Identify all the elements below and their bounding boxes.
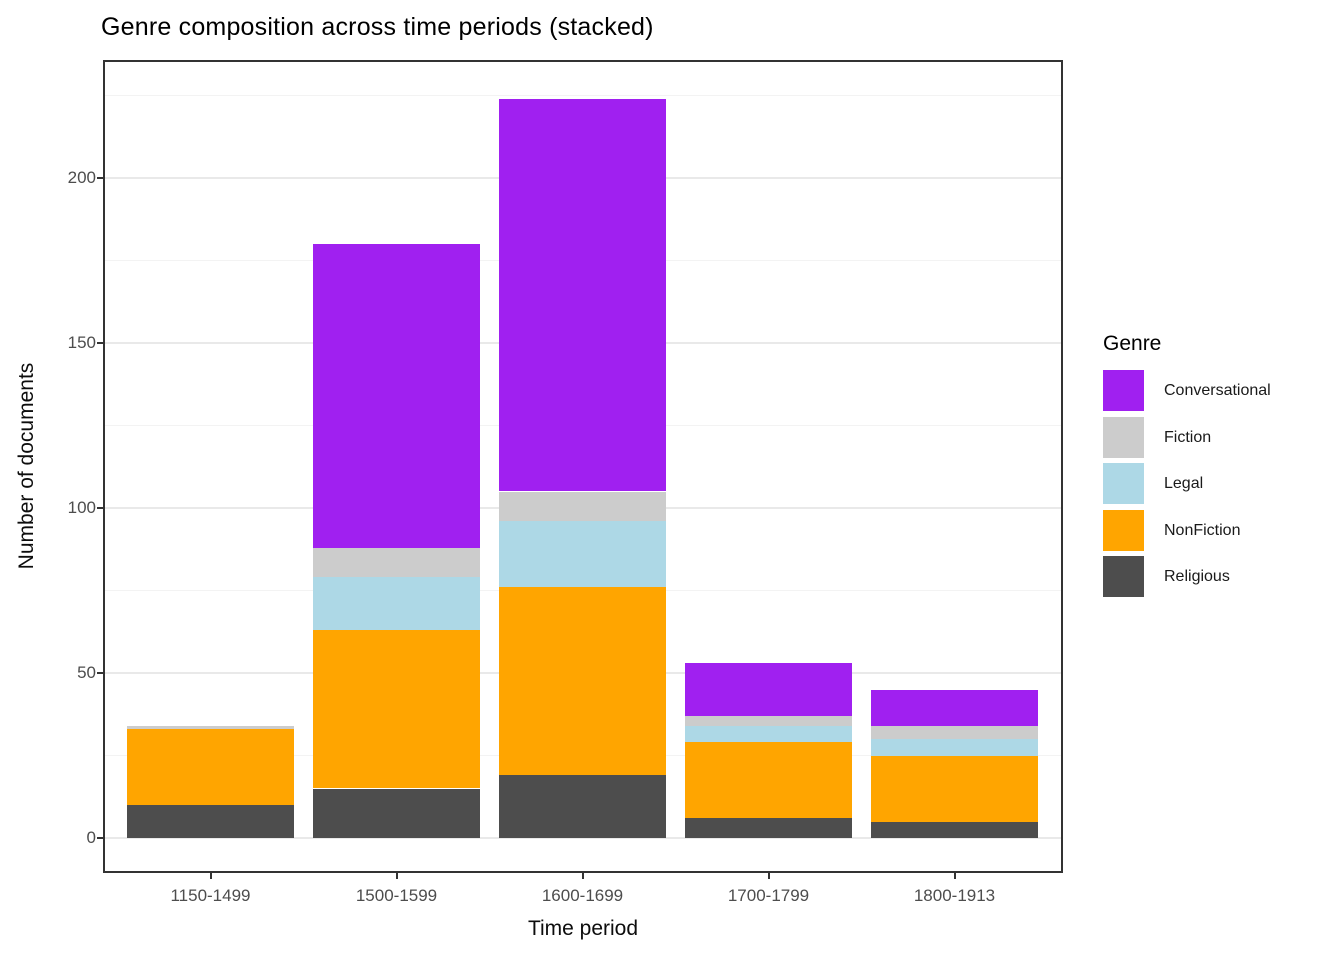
bar-segment-conversational <box>499 98 666 492</box>
x-tick-mark <box>581 873 584 879</box>
legend-swatch-fiction <box>1103 416 1144 458</box>
x-tick-label: 1600-1699 <box>541 886 624 905</box>
y-tick-mark <box>97 342 103 344</box>
y-tick-label: 100 <box>67 498 96 517</box>
bar-segment-fiction <box>313 547 480 578</box>
bar-segment-religious <box>871 821 1038 838</box>
legend-swatch-religious <box>1103 556 1144 597</box>
bar-segment-legal <box>499 521 666 588</box>
x-tick-mark <box>209 873 212 879</box>
bar-segment-conversational <box>871 689 1038 726</box>
bar-segment-religious <box>127 805 294 838</box>
bar-segment-fiction <box>685 715 852 726</box>
gridline-major <box>103 837 1063 839</box>
legend-label: Conversational <box>1164 382 1271 399</box>
legend-swatch-nonfiction <box>1103 509 1144 551</box>
x-tick-mark <box>767 873 770 879</box>
y-tick-label: 150 <box>67 333 96 352</box>
y-tick-mark <box>97 837 103 839</box>
legend-label: NonFiction <box>1164 521 1241 539</box>
y-tick-mark <box>97 507 103 509</box>
x-tick-label: 1150-1499 <box>170 886 251 905</box>
x-tick-mark <box>953 873 956 879</box>
legend-label: Religious <box>1164 568 1230 585</box>
x-axis-title: Time period <box>527 917 639 940</box>
legend-label: Fiction <box>1164 428 1212 446</box>
bar-segment-nonfiction <box>871 755 1038 822</box>
bar-segment-nonfiction <box>313 630 480 789</box>
bar-segment-fiction <box>127 725 294 730</box>
legend-entry: Conversational <box>1100 370 1340 411</box>
legend-swatch-legal <box>1103 463 1144 504</box>
bar-segment-conversational <box>313 244 480 548</box>
bar-segment-fiction <box>499 491 666 522</box>
x-tick-label: 1500-1599 <box>355 886 438 905</box>
bar-segment-conversational <box>685 663 852 716</box>
plot-panel <box>103 60 1063 873</box>
legend-entry: Religious <box>1100 556 1340 597</box>
x-tick-label: 1800-1913 <box>913 886 996 905</box>
bar-segment-legal <box>685 725 852 743</box>
bar-segment-religious <box>685 818 852 838</box>
y-axis-title: Number of documents <box>15 362 38 570</box>
legend-entry: Fiction <box>1100 416 1340 458</box>
legend-entry: Legal <box>1100 463 1340 504</box>
legend-entries: Conversational Fiction Legal NonFiction Reli… <box>1100 370 1340 597</box>
legend-title: Genre <box>1103 332 1162 355</box>
y-tick-mark <box>97 177 103 179</box>
bar-segment-fiction <box>871 725 1038 739</box>
bar-segment-nonfiction <box>499 587 666 776</box>
legend: Genre Conversational Fiction Legal NonFicti… <box>1100 332 1340 603</box>
chart-title: Genre composition across time periods (s… <box>101 13 654 41</box>
legend-entry: NonFiction <box>1100 509 1340 551</box>
bar-segment-nonfiction <box>127 729 294 805</box>
bar-segment-religious <box>313 788 480 838</box>
y-tick-mark <box>97 672 103 674</box>
y-tick-label: 0 <box>86 828 96 847</box>
bar-segment-nonfiction <box>685 742 852 819</box>
bar-segment-legal <box>871 739 1038 756</box>
bar-segment-legal <box>313 577 480 631</box>
bar-segment-religious <box>499 775 666 838</box>
legend-swatch-conversational <box>1103 370 1144 411</box>
y-tick-label: 50 <box>77 663 96 682</box>
x-tick-label: 1700-1799 <box>727 886 810 905</box>
gridline-minor <box>103 95 1063 96</box>
x-tick-mark <box>395 873 398 879</box>
y-tick-label: 200 <box>67 168 96 187</box>
legend-label: Legal <box>1164 475 1204 492</box>
